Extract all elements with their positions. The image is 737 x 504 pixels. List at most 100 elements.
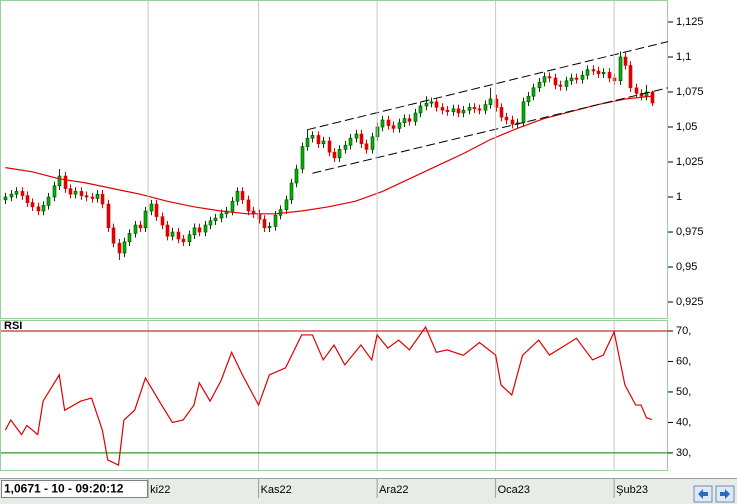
candle-body bbox=[20, 191, 25, 196]
candle-body bbox=[316, 135, 321, 145]
candle-body bbox=[284, 199, 289, 210]
candle-body bbox=[57, 175, 62, 187]
candle-body bbox=[41, 205, 46, 212]
candle-body bbox=[165, 224, 170, 237]
y-tick-label: 40, bbox=[676, 416, 691, 428]
candle-body bbox=[397, 122, 402, 129]
candle-body bbox=[235, 191, 240, 202]
y-tick-label: 60, bbox=[676, 355, 691, 367]
status-box bbox=[1, 480, 148, 498]
candle-body bbox=[192, 227, 197, 236]
y-tick-label: 1,025 bbox=[676, 156, 704, 168]
candle-body bbox=[364, 143, 369, 150]
candle-body bbox=[618, 56, 623, 82]
candle-body bbox=[63, 175, 68, 189]
candle-body bbox=[160, 216, 165, 226]
candle-body bbox=[521, 101, 526, 124]
candle-body bbox=[133, 224, 138, 234]
candle-body bbox=[370, 136, 375, 150]
candle-body bbox=[483, 104, 488, 111]
y-tick-label: 70, bbox=[676, 325, 691, 337]
candle-body bbox=[494, 98, 499, 108]
candle-body bbox=[203, 224, 208, 233]
candle-body bbox=[73, 191, 78, 195]
candle-body bbox=[585, 69, 590, 76]
candle-body bbox=[628, 65, 633, 89]
candle-body bbox=[332, 151, 337, 159]
candle-body bbox=[95, 193, 100, 199]
candle-body bbox=[278, 209, 283, 216]
candle-body bbox=[170, 231, 175, 237]
candle-body bbox=[300, 146, 305, 170]
candle-body bbox=[445, 109, 450, 112]
candle-body bbox=[117, 242, 122, 254]
candle-body bbox=[574, 77, 579, 80]
trend-line bbox=[312, 87, 669, 174]
candle-body bbox=[348, 137, 353, 146]
candle-body bbox=[79, 191, 84, 196]
candle-body bbox=[580, 74, 585, 80]
candle-body bbox=[650, 91, 655, 104]
candle-body bbox=[623, 56, 628, 66]
candle-body bbox=[154, 203, 159, 217]
candle-body bbox=[187, 234, 192, 243]
y-tick-label: 1,075 bbox=[676, 86, 704, 98]
candle-body bbox=[14, 191, 19, 195]
candle-body bbox=[569, 77, 574, 82]
candle-body bbox=[359, 133, 364, 145]
candle-body bbox=[30, 202, 35, 208]
candle-body bbox=[3, 196, 8, 201]
candle-body bbox=[429, 101, 434, 104]
candle-body bbox=[219, 213, 224, 219]
candle-body bbox=[176, 231, 181, 240]
x-tick-label: Kas22 bbox=[261, 484, 292, 496]
y-tick-label: 1,125 bbox=[676, 16, 704, 28]
candle-body bbox=[499, 107, 504, 118]
candle-body bbox=[531, 87, 536, 97]
candle-body bbox=[477, 108, 482, 111]
candle-body bbox=[354, 133, 359, 139]
candle-body bbox=[327, 140, 332, 153]
candle-body bbox=[402, 118, 407, 124]
candle-body bbox=[84, 195, 89, 198]
rsi-line bbox=[4, 325, 653, 467]
candle-body bbox=[68, 188, 73, 195]
candle-body bbox=[149, 203, 154, 212]
candle-body bbox=[181, 238, 186, 243]
x-tick-label: Ara22 bbox=[379, 484, 408, 496]
moving-average bbox=[5, 95, 652, 215]
y-tick-label: 1,05 bbox=[676, 121, 697, 133]
candle-body bbox=[558, 84, 563, 87]
candle-body bbox=[542, 76, 547, 83]
y-tick-label: 1,1 bbox=[676, 51, 691, 63]
candle-body bbox=[472, 107, 477, 110]
candle-body bbox=[289, 182, 294, 201]
candle-body bbox=[510, 119, 515, 125]
candle-body bbox=[461, 109, 466, 114]
candle-body bbox=[451, 108, 456, 112]
candle-body bbox=[413, 112, 418, 122]
candle-body bbox=[553, 77, 558, 86]
y-tick-label: 30, bbox=[676, 447, 691, 459]
candle-body bbox=[262, 219, 267, 229]
candle-body bbox=[488, 98, 493, 105]
candle-body bbox=[343, 144, 348, 150]
x-tick-label: Şub23 bbox=[616, 484, 648, 496]
candle-body bbox=[46, 196, 51, 206]
candle-body bbox=[418, 105, 423, 114]
candle-body bbox=[230, 200, 235, 212]
candle-body bbox=[607, 72, 612, 79]
candle-body bbox=[564, 80, 569, 87]
candle-body bbox=[424, 102, 429, 107]
y-tick-label: 0,925 bbox=[676, 296, 704, 308]
nav-buttons[interactable] bbox=[693, 485, 735, 503]
candle-body bbox=[106, 203, 111, 229]
y-tick-label: 50, bbox=[676, 386, 691, 398]
y-tick-label: 1 bbox=[676, 191, 682, 203]
candle-body bbox=[456, 108, 461, 114]
candle-body bbox=[407, 118, 412, 122]
candle-body bbox=[504, 116, 509, 121]
candle-body bbox=[380, 119, 385, 128]
